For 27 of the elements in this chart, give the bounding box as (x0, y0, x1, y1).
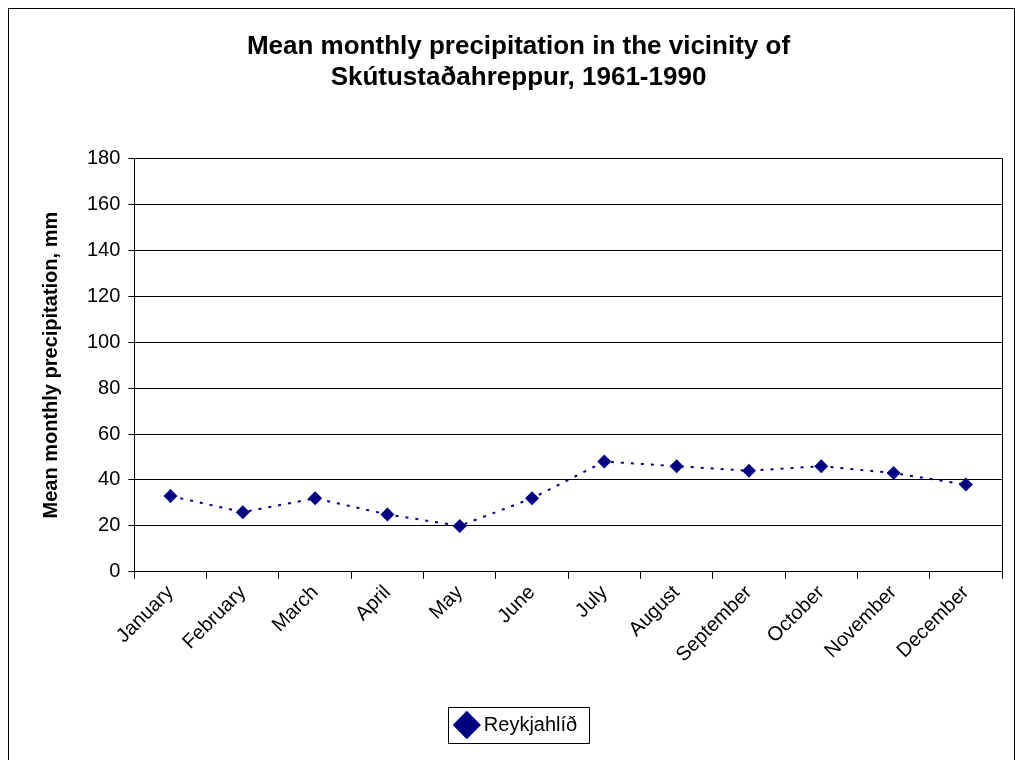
x-tick-label: May (424, 580, 467, 623)
y-tick-label: 100 (86, 329, 121, 352)
point (886, 466, 901, 481)
y-tick-label: 20 (98, 513, 121, 536)
point (525, 491, 540, 506)
point (163, 489, 178, 504)
y-tick-label: 40 (98, 467, 121, 490)
point (814, 459, 829, 474)
point (452, 518, 467, 533)
y-tick-label: 160 (86, 191, 121, 214)
point (380, 507, 395, 522)
point (958, 477, 973, 492)
point (597, 454, 612, 469)
y-tick-label: 60 (98, 421, 121, 444)
point (741, 463, 756, 478)
y-tick-label: 120 (86, 283, 121, 306)
chart-title: Mean monthly precipitation in the vicinity of Skútustaðahreppur, 1961-1990 (246, 29, 791, 91)
y-tick-label: 180 (86, 145, 121, 168)
legend-label: Reykjahlíð (483, 712, 578, 735)
y-tick-label: 140 (86, 237, 121, 260)
y-tick-label: 80 (98, 375, 121, 398)
point (308, 491, 323, 506)
point (235, 505, 250, 520)
y-axis-title: Mean monthly precipitation, mm (38, 211, 61, 519)
y-tick-label: 0 (109, 559, 121, 582)
x-tick-label: July (570, 580, 612, 622)
point (669, 459, 684, 474)
